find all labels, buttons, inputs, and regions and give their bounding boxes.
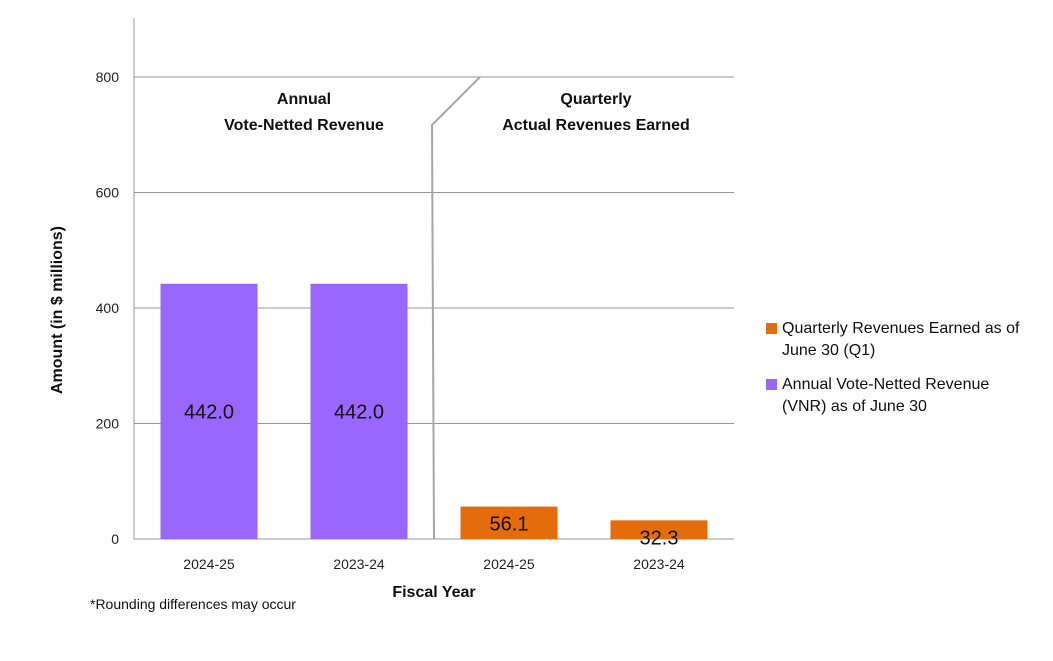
annotation-quarterly-line2: Actual Revenues Earned: [502, 117, 690, 134]
legend-label-quarterly: Quarterly Revenues Earned as of June 30 …: [782, 320, 1020, 359]
y-tick-label: 0: [111, 531, 119, 547]
tick-labels: 0 200 400 600 800 2024-25 2023-24 2024-25 2023-2…: [96, 69, 685, 572]
bar-value-label: 442.0: [184, 401, 234, 423]
legend-item-annual: Annual Vote-Netted Revenue (VNR) as of J…: [766, 374, 1036, 418]
y-tick-label: 400: [96, 300, 120, 316]
annotation-annual-line1: Annual: [277, 91, 331, 108]
bar-1: [160, 283, 258, 539]
y-tick-label: 800: [96, 69, 120, 85]
bar-3: [460, 506, 558, 539]
legend-swatch-annual: [766, 379, 777, 390]
bar-value-label: 56.1: [490, 514, 529, 536]
y-tick-label: 600: [96, 185, 120, 201]
bar-value-label: 32.3: [640, 527, 679, 549]
annotation-annual-line2: Vote-Netted Revenue: [224, 117, 384, 134]
footnote: *Rounding differences may occur: [90, 596, 296, 612]
legend-swatch-quarterly: [766, 323, 777, 334]
y-tick-label: 200: [96, 416, 120, 432]
x-tick-label: 2024-25: [483, 556, 535, 572]
bar-4: [610, 520, 708, 539]
legend-label-annual: Annual Vote-Netted Revenue (VNR) as of J…: [782, 376, 990, 415]
annotation-quarterly-line1: Quarterly: [560, 91, 631, 108]
bar-2: [310, 283, 408, 539]
legend-item-quarterly: Quarterly Revenues Earned as of June 30 …: [766, 318, 1036, 362]
x-tick-label: 2024-25: [183, 556, 235, 572]
section-divider-line: [430, 76, 481, 540]
legend: Quarterly Revenues Earned as of June 30 …: [766, 318, 1036, 430]
y-axis-label: Amount (in $ millions): [49, 226, 66, 394]
x-axis-label: Fiscal Year: [392, 584, 475, 601]
x-tick-label: 2023-24: [333, 556, 385, 572]
x-tick-label: 2023-24: [633, 556, 685, 572]
bars: 442.0 442.0 56.1 32.3: [160, 283, 708, 549]
bar-value-label: 442.0: [334, 401, 384, 423]
